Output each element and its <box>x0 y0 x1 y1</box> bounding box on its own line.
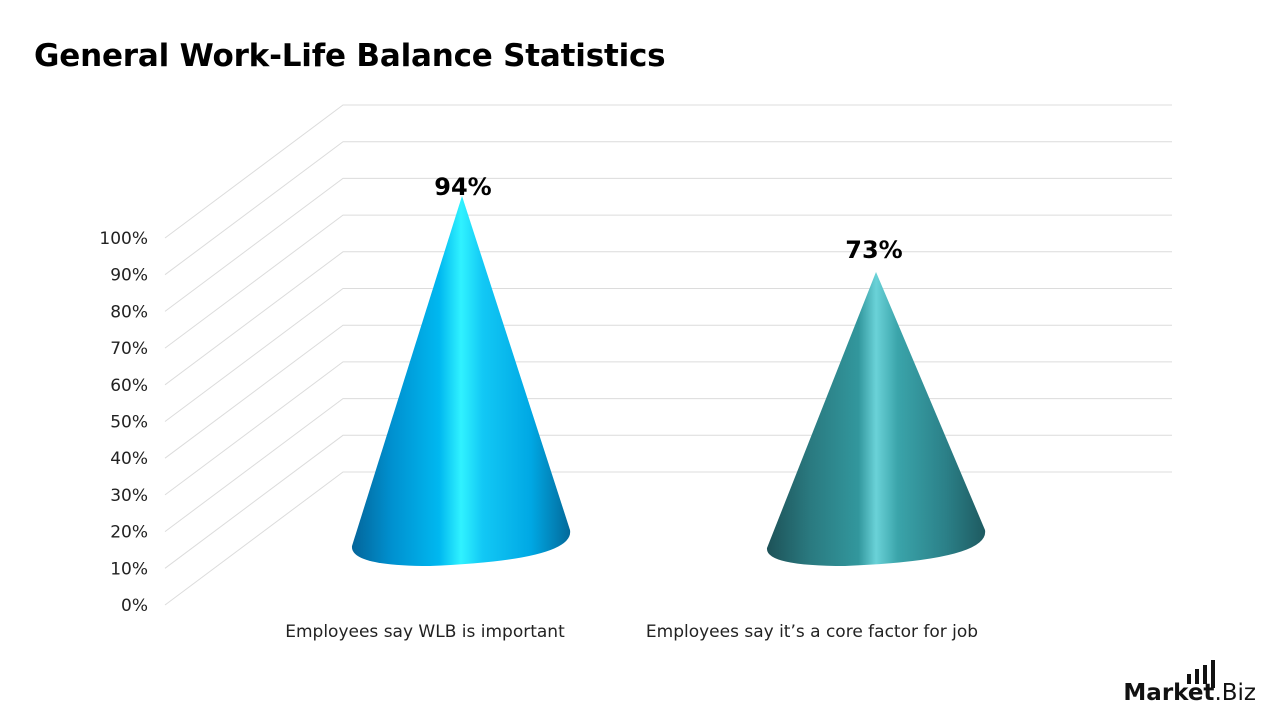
gridlines <box>164 104 1172 606</box>
gridline <box>164 141 1172 276</box>
gridline <box>164 471 1172 606</box>
y-tick-label: 90% <box>110 266 148 286</box>
gridline <box>164 398 1172 533</box>
y-tick-label: 70% <box>110 339 148 359</box>
gridline <box>164 214 1172 349</box>
data-label-2: 73% <box>845 236 902 264</box>
logo-regular: .Biz <box>1214 680 1256 706</box>
category-label-1: Employees say WLB is important <box>285 622 565 642</box>
y-tick-label: 0% <box>121 596 148 616</box>
gridline <box>164 251 1172 386</box>
category-label-2: Employees say it’s a core factor for job <box>646 622 978 642</box>
y-tick-label: 10% <box>110 559 148 579</box>
gridline <box>164 104 1172 239</box>
y-tick-label: 30% <box>110 486 148 506</box>
y-tick-label: 40% <box>110 449 148 469</box>
y-tick-label: 80% <box>110 302 148 322</box>
gridline <box>164 288 1172 422</box>
chart-title: General Work-Life Balance Statistics <box>34 38 666 74</box>
logo-bold: Market <box>1123 680 1215 706</box>
y-tick-label: 20% <box>110 523 148 543</box>
cone-bar-2: 73% <box>766 236 986 566</box>
marketbiz-logo: Market.Biz <box>1123 660 1256 706</box>
gridline <box>164 177 1172 312</box>
gridline <box>164 434 1172 569</box>
y-tick-label: 50% <box>110 413 148 433</box>
cone-bar-1: 94% <box>351 173 571 566</box>
bar-chart-icon <box>1187 660 1216 688</box>
y-tick-label: 100% <box>99 229 148 249</box>
gridline <box>164 324 1172 459</box>
y-tick-label: 60% <box>110 376 148 396</box>
data-label-1: 94% <box>434 173 491 201</box>
y-axis-labels: 0% 10% 20% 30% 40% 50% 60% 70% 80% 90% 100% <box>99 229 148 616</box>
gridline <box>164 361 1172 496</box>
